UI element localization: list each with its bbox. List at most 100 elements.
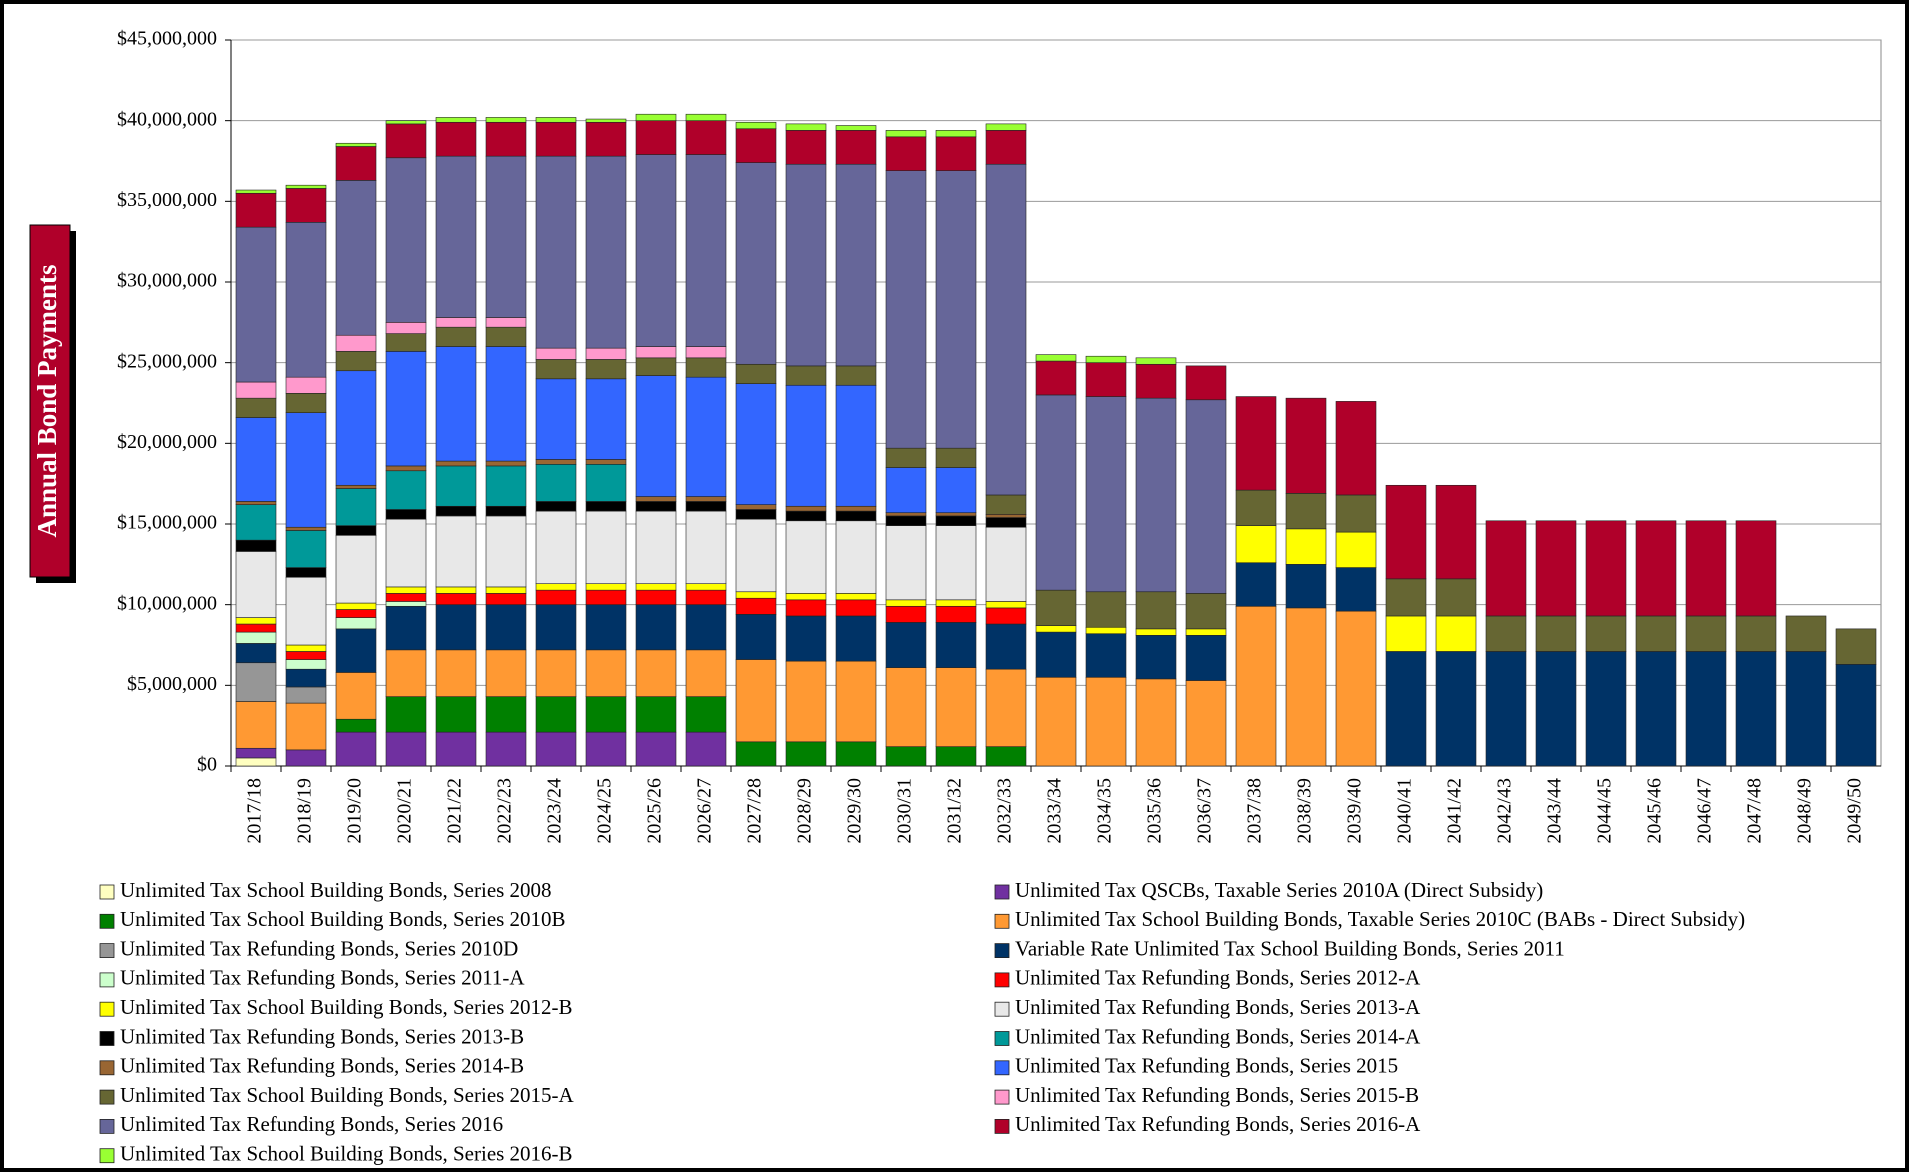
bar-segment bbox=[735, 741, 777, 767]
bar-segment bbox=[1585, 651, 1627, 767]
bar-segment bbox=[385, 696, 427, 733]
bar-segment bbox=[985, 668, 1027, 747]
bar-segment bbox=[285, 644, 327, 652]
bar-segment bbox=[1535, 615, 1577, 652]
bar-segment bbox=[1235, 525, 1277, 564]
bar-segment bbox=[385, 601, 427, 607]
bar-segment bbox=[1085, 396, 1127, 593]
bar-segment bbox=[885, 170, 927, 449]
y-label-bg bbox=[29, 224, 71, 578]
bar-segment bbox=[735, 363, 777, 384]
bar-segment bbox=[235, 747, 277, 759]
x-tick-label: 2023/24 bbox=[544, 778, 566, 844]
bar-segment bbox=[935, 136, 977, 171]
x-tick-label: 2021/22 bbox=[444, 778, 466, 844]
bar-segment bbox=[1185, 365, 1227, 401]
bar-segment bbox=[635, 510, 677, 584]
legend-swatch bbox=[99, 884, 115, 900]
bar-segment bbox=[735, 597, 777, 615]
bar-segment bbox=[985, 514, 1027, 518]
bar-segment bbox=[1685, 615, 1727, 652]
bar-segment bbox=[685, 510, 727, 584]
bar-segment bbox=[285, 530, 327, 568]
bar-segment bbox=[1785, 615, 1827, 652]
legend-swatch bbox=[99, 1001, 115, 1017]
bar-segment bbox=[885, 667, 927, 747]
bar-segment bbox=[735, 162, 777, 365]
bar-segment bbox=[1435, 484, 1477, 580]
x-tick-label: 2040/41 bbox=[1394, 778, 1416, 844]
legend-label: Unlimited Tax Refunding Bonds, Series 20… bbox=[1015, 1054, 1398, 1078]
bar-segment bbox=[1035, 625, 1077, 633]
bar-segment bbox=[585, 378, 627, 460]
bar-segment bbox=[785, 599, 827, 617]
bar-segment bbox=[1035, 676, 1077, 767]
bar-segment bbox=[485, 505, 527, 517]
bar-segment bbox=[1335, 494, 1377, 533]
bar-segment bbox=[1035, 354, 1077, 362]
bar-segment bbox=[685, 113, 727, 121]
bar-segment bbox=[1235, 562, 1277, 607]
y-tick-label: $40,000,000 bbox=[117, 108, 217, 130]
bar-segment bbox=[985, 526, 1027, 602]
bar-segment bbox=[835, 384, 877, 507]
bar-segment bbox=[585, 347, 627, 360]
bar-segment bbox=[235, 539, 277, 552]
bar-segment bbox=[535, 117, 577, 123]
bar-segment bbox=[285, 412, 327, 528]
legend-swatch bbox=[994, 943, 1010, 958]
bar-segment bbox=[1285, 528, 1327, 565]
bar-segment bbox=[335, 731, 377, 767]
bar-segment bbox=[935, 746, 977, 767]
bar-segment bbox=[385, 470, 427, 510]
bar-segment bbox=[785, 384, 827, 507]
bar-segment bbox=[685, 649, 727, 697]
bar-segment bbox=[635, 501, 677, 512]
x-tick-label: 2030/31 bbox=[894, 778, 916, 844]
y-tick-label: $0 bbox=[197, 754, 217, 776]
bar-segment bbox=[535, 464, 577, 502]
bar-segment bbox=[585, 696, 627, 733]
x-tick-label: 2033/34 bbox=[1044, 778, 1066, 844]
bar-segment bbox=[935, 515, 977, 526]
bar-segment bbox=[685, 731, 727, 767]
bar-segment bbox=[1085, 362, 1127, 397]
bar-segment bbox=[435, 121, 477, 157]
x-tick-label: 2049/50 bbox=[1844, 778, 1866, 844]
bar-segment bbox=[1335, 401, 1377, 496]
bar-segment bbox=[1685, 651, 1727, 767]
bar-segment bbox=[1335, 610, 1377, 767]
bar-segment bbox=[1385, 651, 1427, 767]
bar-segment bbox=[1385, 484, 1427, 580]
bar-segment bbox=[785, 123, 827, 131]
bar-segment bbox=[635, 496, 677, 502]
bar-segment bbox=[935, 622, 977, 668]
bar-segment bbox=[1585, 615, 1627, 652]
bar-segment bbox=[685, 501, 727, 512]
legend-label: Unlimited Tax School Building Bonds, Tax… bbox=[1015, 907, 1745, 931]
bar-segment bbox=[585, 359, 627, 380]
bar-segment bbox=[935, 599, 977, 607]
bar-segment bbox=[285, 188, 327, 223]
bar-segment bbox=[1485, 615, 1527, 652]
legend-label: Unlimited Tax Refunding Bonds, Series 20… bbox=[120, 1024, 524, 1048]
bar-segment bbox=[935, 667, 977, 747]
bar-segment bbox=[685, 589, 727, 605]
y-tick-label: $15,000,000 bbox=[117, 512, 217, 534]
bar-segment bbox=[835, 741, 877, 767]
bar-segment bbox=[935, 170, 977, 449]
bar-segment bbox=[335, 534, 377, 604]
bar-segment bbox=[1485, 520, 1527, 617]
bar-segment bbox=[735, 121, 777, 130]
y-tick-label: $30,000,000 bbox=[117, 270, 217, 292]
legend-swatch bbox=[99, 1060, 115, 1076]
bar-segment bbox=[1735, 615, 1777, 652]
bar-segment bbox=[1435, 615, 1477, 652]
bar-segment bbox=[1635, 520, 1677, 617]
x-tick-label: 2025/26 bbox=[644, 778, 666, 844]
bar-segment bbox=[335, 525, 377, 536]
bar-segment bbox=[835, 520, 877, 594]
bar-segment bbox=[585, 464, 627, 502]
legend-label: Unlimited Tax Refunding Bonds, Series 20… bbox=[120, 936, 518, 960]
bar-segment bbox=[785, 615, 827, 662]
